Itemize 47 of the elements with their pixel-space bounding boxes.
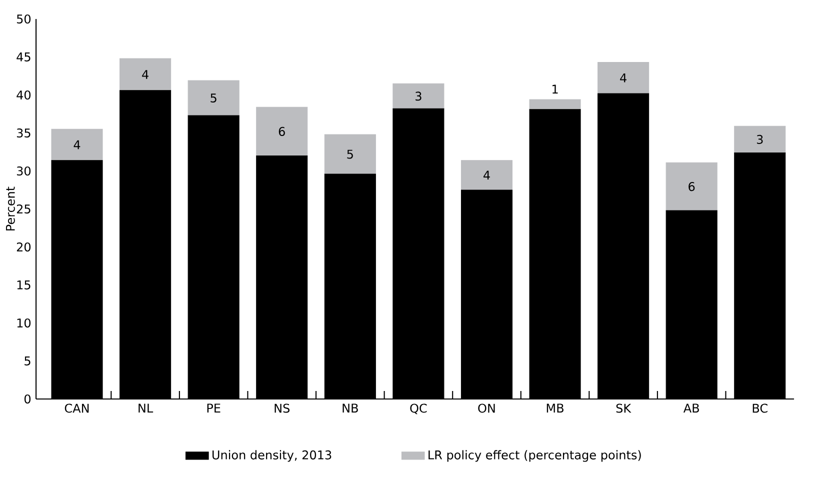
data-label: 4 — [620, 74, 626, 82]
data-label: 3 — [416, 92, 422, 101]
data-label: 1 — [552, 84, 558, 94]
x-tick-label: NB — [342, 404, 358, 412]
y-axis-title: Percent — [6, 186, 15, 230]
bar — [324, 134, 376, 174]
y-tick-label: 35 — [16, 128, 30, 138]
bar — [256, 106, 308, 156]
y-tick-label: 0 — [24, 394, 31, 404]
data-label: 4 — [74, 140, 80, 150]
bar — [392, 83, 444, 109]
y-tick-label: 50 — [16, 14, 31, 24]
data-label: 6 — [278, 126, 285, 136]
y-tick-label: 10 — [17, 318, 31, 328]
legend-label: LR policy effect (percentage points) — [428, 450, 641, 462]
x-tick-label: MB — [546, 404, 564, 412]
y-tick-label: 30 — [16, 166, 31, 176]
data-label: 4 — [484, 170, 490, 180]
y-tick-label: 25 — [16, 204, 30, 214]
bar — [120, 58, 172, 91]
bar — [666, 162, 718, 211]
y-tick-label: 20 — [16, 242, 31, 252]
bar — [460, 160, 513, 190]
x-tick-label: QC — [410, 404, 427, 414]
y-tick-label: 15 — [17, 280, 30, 290]
x-tick-label: BC — [752, 404, 768, 413]
bar — [188, 80, 240, 116]
bar — [529, 99, 581, 110]
data-label: 5 — [347, 150, 353, 159]
x-tick-label: CAN — [64, 404, 89, 413]
bar — [51, 128, 103, 161]
x-tick-label: NS — [274, 404, 290, 413]
legend-label: Union density, 2013 — [212, 450, 332, 462]
y-tick-label: 40 — [16, 90, 31, 100]
data-label: 6 — [688, 182, 695, 192]
data-label: 3 — [756, 134, 763, 144]
y-tick-label: 45 — [16, 52, 30, 62]
data-label: 5 — [210, 94, 216, 102]
x-tick-label: ON — [478, 404, 495, 413]
y-tick-label: 5 — [24, 356, 30, 366]
bar — [598, 62, 650, 94]
x-tick-label: AB — [683, 404, 699, 412]
x-tick-label: PE — [207, 404, 220, 412]
bar — [734, 126, 786, 154]
x-tick-label: NL — [138, 404, 154, 412]
x-tick-label: SK — [616, 404, 632, 413]
data-label: 4 — [142, 70, 148, 79]
